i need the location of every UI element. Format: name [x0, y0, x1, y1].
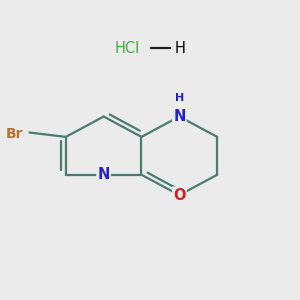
Text: N: N: [173, 109, 185, 124]
Text: N: N: [98, 167, 110, 182]
Text: O: O: [173, 188, 186, 202]
Text: H: H: [174, 40, 185, 56]
Text: Br: Br: [5, 127, 23, 141]
Text: H: H: [175, 93, 184, 103]
Text: HCl: HCl: [115, 40, 140, 56]
